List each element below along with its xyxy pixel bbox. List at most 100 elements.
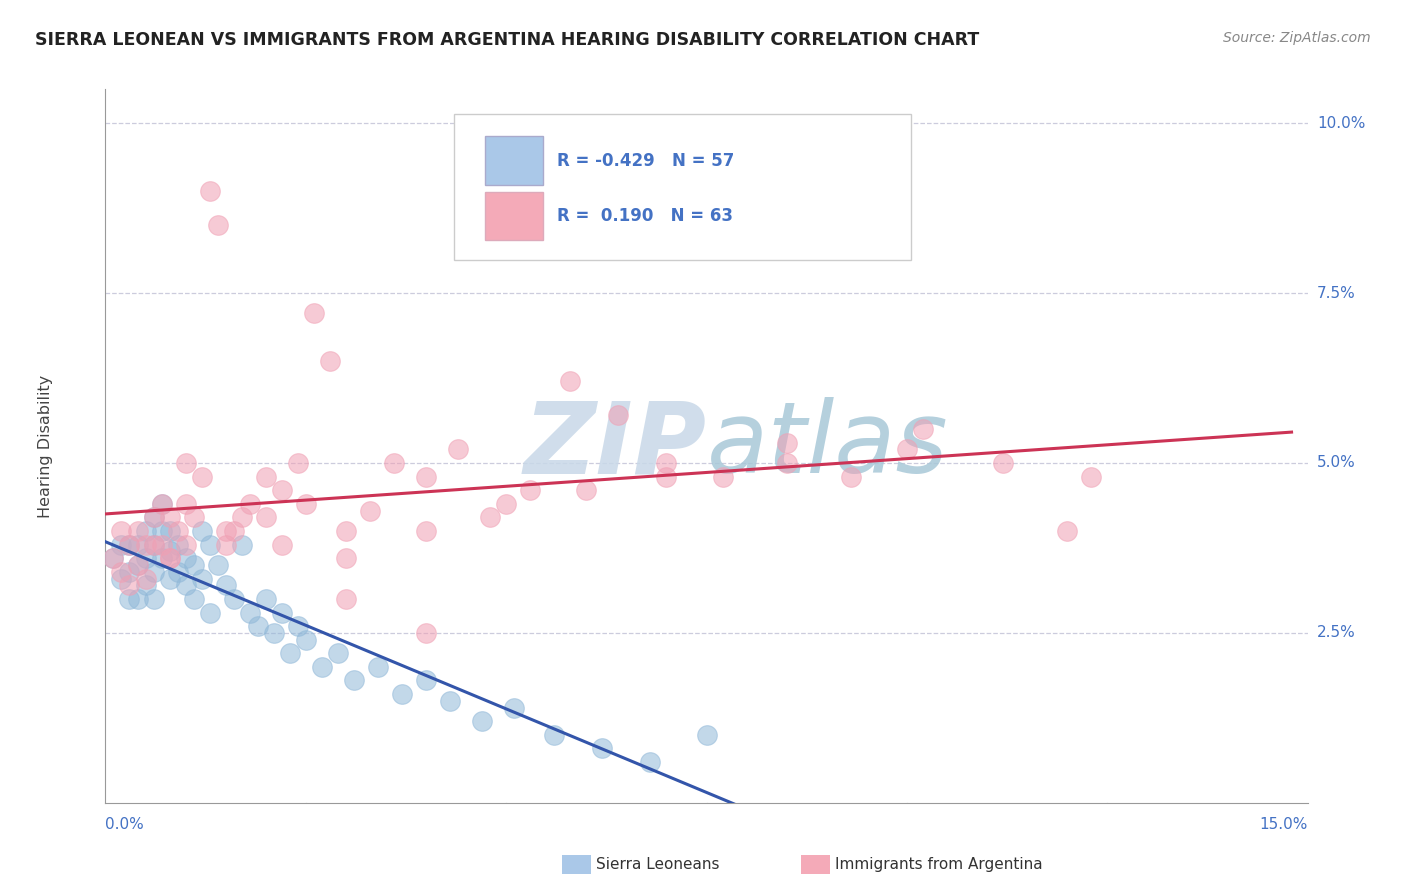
Text: 7.5%: 7.5% — [1317, 285, 1355, 301]
Text: 15.0%: 15.0% — [1260, 817, 1308, 832]
Point — [415, 626, 437, 640]
Point — [159, 544, 181, 558]
Point — [326, 646, 349, 660]
Point — [270, 537, 292, 551]
Point — [159, 551, 181, 566]
Text: Sierra Leoneans: Sierra Leoneans — [596, 857, 720, 871]
Point — [254, 510, 277, 524]
Point — [471, 714, 494, 729]
Point — [110, 572, 132, 586]
Point — [174, 578, 197, 592]
Point — [174, 497, 197, 511]
Point — [302, 306, 325, 320]
Point — [118, 578, 141, 592]
Point — [207, 558, 229, 572]
Point — [415, 469, 437, 483]
Point — [135, 537, 157, 551]
Point — [142, 537, 165, 551]
FancyBboxPatch shape — [485, 136, 543, 185]
Point — [495, 497, 517, 511]
Point — [270, 483, 292, 498]
Text: 2.5%: 2.5% — [1317, 625, 1355, 640]
Point — [174, 537, 197, 551]
Point — [382, 456, 405, 470]
Point — [254, 469, 277, 483]
Point — [239, 606, 262, 620]
Point — [222, 524, 245, 538]
Point — [110, 537, 132, 551]
Point — [776, 435, 799, 450]
Point — [150, 551, 173, 566]
Point — [391, 687, 413, 701]
Point — [911, 422, 934, 436]
Point — [166, 565, 188, 579]
Point — [239, 497, 262, 511]
Point — [343, 673, 366, 688]
Point — [1056, 524, 1078, 538]
Point — [198, 537, 221, 551]
Point — [287, 456, 309, 470]
Point — [287, 619, 309, 633]
Point — [135, 524, 157, 538]
Point — [1080, 469, 1102, 483]
Point — [159, 510, 181, 524]
Point — [198, 606, 221, 620]
Text: Immigrants from Argentina: Immigrants from Argentina — [835, 857, 1043, 871]
Point — [543, 728, 565, 742]
Point — [135, 572, 157, 586]
Point — [190, 572, 212, 586]
Point — [991, 456, 1014, 470]
Point — [190, 524, 212, 538]
Text: Hearing Disability: Hearing Disability — [38, 375, 53, 517]
Point — [335, 551, 357, 566]
Point — [263, 626, 285, 640]
Point — [142, 591, 165, 606]
Point — [655, 456, 678, 470]
Point — [174, 456, 197, 470]
Point — [839, 469, 862, 483]
Point — [118, 591, 141, 606]
Point — [591, 741, 613, 756]
Point — [575, 483, 598, 498]
Point — [560, 375, 582, 389]
Point — [640, 755, 662, 769]
Point — [103, 551, 125, 566]
Point — [696, 728, 718, 742]
Point — [519, 483, 541, 498]
Point — [278, 646, 301, 660]
Point — [118, 537, 141, 551]
Text: ZIP: ZIP — [523, 398, 707, 494]
Point — [118, 537, 141, 551]
Point — [295, 497, 318, 511]
Point — [142, 510, 165, 524]
Point — [270, 606, 292, 620]
Point — [142, 537, 165, 551]
Text: atlas: atlas — [707, 398, 948, 494]
Text: 10.0%: 10.0% — [1317, 116, 1365, 131]
Point — [135, 551, 157, 566]
Point — [896, 442, 918, 457]
Point — [127, 537, 149, 551]
Point — [127, 591, 149, 606]
Point — [207, 218, 229, 232]
Point — [367, 660, 389, 674]
Point — [118, 565, 141, 579]
Point — [198, 184, 221, 198]
Point — [415, 524, 437, 538]
Point — [190, 469, 212, 483]
Point — [174, 551, 197, 566]
Point — [359, 503, 381, 517]
Point — [479, 510, 502, 524]
Point — [150, 497, 173, 511]
Point — [159, 551, 181, 566]
Point — [183, 558, 205, 572]
Text: SIERRA LEONEAN VS IMMIGRANTS FROM ARGENTINA HEARING DISABILITY CORRELATION CHART: SIERRA LEONEAN VS IMMIGRANTS FROM ARGENT… — [35, 31, 980, 49]
Point — [415, 673, 437, 688]
Point — [231, 537, 253, 551]
Point — [183, 510, 205, 524]
Point — [319, 354, 342, 368]
Point — [214, 524, 236, 538]
Point — [150, 497, 173, 511]
Point — [335, 524, 357, 538]
Point — [103, 551, 125, 566]
